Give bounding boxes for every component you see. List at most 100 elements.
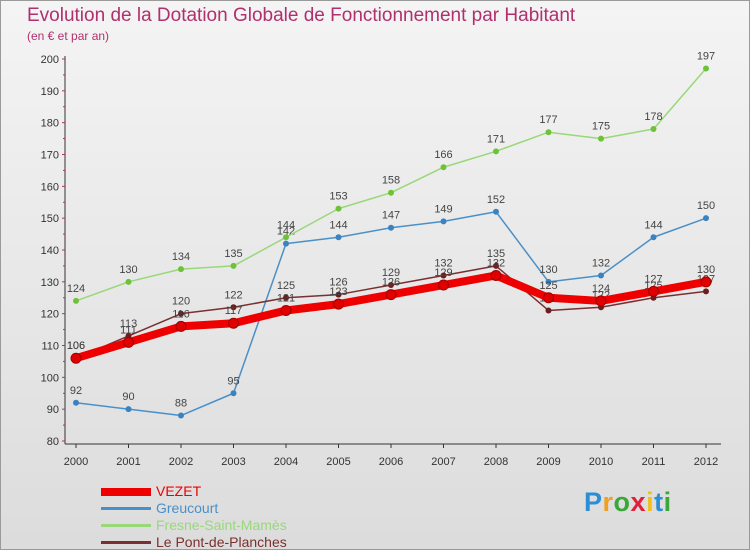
proxiti-logo: Proxiti [584, 487, 672, 518]
data-point [335, 205, 342, 212]
data-point [543, 292, 554, 304]
data-point [545, 278, 552, 285]
data-label: 132 [434, 257, 452, 269]
x-tick-label: 2003 [221, 456, 245, 468]
data-point [335, 234, 342, 241]
y-tick-label: 130 [41, 277, 59, 289]
data-point [598, 135, 604, 142]
data-label: 124 [67, 283, 85, 295]
data-label: 130 [539, 264, 557, 276]
legend-label: VEZET [156, 483, 202, 499]
y-tick-label: 80 [47, 436, 59, 448]
y-tick-label: 160 [41, 181, 59, 193]
data-label: 117 [225, 305, 243, 317]
chart-subtitle: (en € et par an) [27, 29, 110, 43]
legend-swatch [101, 488, 151, 496]
data-label: 197 [697, 51, 715, 63]
series-le-pont-de-planches: 106113120122125126129132135121122125127 [67, 248, 715, 362]
data-label: 106 [67, 340, 85, 352]
data-label: 177 [539, 114, 557, 126]
data-point [650, 234, 657, 241]
data-point [440, 164, 447, 171]
y-tick-label: 100 [41, 372, 59, 384]
data-point [493, 148, 499, 155]
y-tick-label: 120 [41, 309, 59, 321]
data-label: 149 [434, 203, 452, 215]
x-tick-label: 2009 [536, 456, 560, 468]
data-point [230, 390, 237, 397]
data-label: 126 [329, 277, 347, 289]
y-tick-label: 90 [47, 404, 59, 416]
legend-label: Fresne-Saint-Mamès [156, 517, 287, 533]
logo-letter: r [602, 487, 614, 517]
chart-title: Evolution de la Dotation Globale de Fonc… [27, 5, 576, 26]
data-point [333, 298, 344, 310]
logo-letter: t [654, 487, 664, 517]
data-label: 90 [122, 391, 134, 403]
legend-item: Fresne-Saint-Mamès [101, 517, 361, 534]
data-point [175, 320, 187, 332]
data-label: 175 [592, 121, 610, 133]
legend-item: Le Pont-de-Planches [101, 534, 361, 551]
data-point [73, 399, 79, 406]
series-fresne-saint-mam-s: 124 130 134 135 144 153 158 166 171 177 175 178 197 [67, 51, 715, 304]
data-point [545, 307, 552, 314]
legend-label: Greucourt [156, 500, 219, 516]
y-tick-label: 170 [41, 150, 59, 162]
data-label: 121 [277, 292, 295, 304]
data-point [388, 224, 394, 231]
data-label: 135 [224, 248, 242, 260]
data-point [388, 282, 394, 289]
data-point [123, 336, 134, 348]
x-tick-label: 2007 [431, 456, 455, 468]
legend-swatch [101, 541, 151, 544]
data-label: 111 [120, 324, 137, 336]
legend-swatch [101, 524, 151, 527]
data-point [283, 240, 289, 247]
data-point [283, 294, 289, 301]
y-tick-label: 110 [41, 341, 59, 353]
data-label: 124 [592, 283, 610, 295]
x-tick-label: 2000 [64, 456, 88, 468]
x-tick-label: 2006 [379, 456, 403, 468]
data-point [595, 295, 607, 307]
y-tick-label: 140 [41, 245, 59, 257]
data-label: 127 [644, 273, 662, 285]
data-point [648, 285, 659, 297]
legend-item: VEZET [101, 483, 361, 500]
data-label: 178 [644, 111, 662, 123]
data-point [388, 189, 394, 196]
data-label: 122 [224, 289, 242, 301]
data-label: 144 [329, 219, 347, 231]
y-tick-label: 190 [41, 86, 59, 98]
data-point [228, 317, 239, 329]
data-point [230, 262, 237, 269]
data-label: 88 [175, 398, 187, 410]
data-label: 171 [487, 133, 505, 145]
x-tick-label: 2002 [169, 456, 193, 468]
x-tick-label: 2001 [116, 456, 140, 468]
data-point [700, 276, 712, 288]
x-tick-label: 2008 [484, 456, 508, 468]
data-label: 126 [382, 277, 400, 289]
data-label: 144 [277, 219, 295, 231]
x-tick-label: 2011 [642, 456, 666, 468]
y-tick-label: 180 [41, 118, 59, 130]
data-point [70, 352, 82, 364]
data-label: 134 [172, 251, 190, 263]
data-point [703, 65, 709, 72]
data-label: 130 [119, 264, 137, 276]
data-point [335, 291, 342, 298]
legend-label: Le Pont-de-Planches [156, 534, 287, 550]
data-label: 113 [120, 318, 138, 330]
logo-letter: o [613, 487, 631, 517]
data-label: 153 [329, 191, 347, 203]
data-point [440, 218, 447, 225]
data-point [545, 129, 552, 136]
series-line [75, 211, 707, 417]
logo-letter: x [630, 487, 647, 517]
y-tick-label: 200 [41, 54, 59, 66]
data-label: 132 [487, 257, 505, 269]
